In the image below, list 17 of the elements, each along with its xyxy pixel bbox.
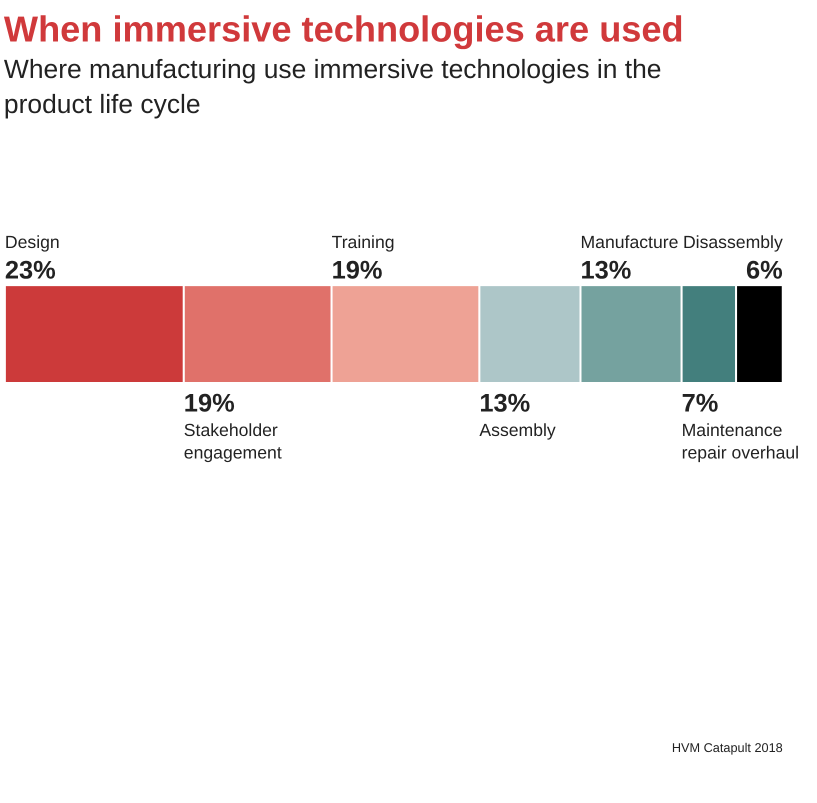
series-label: Manufacture xyxy=(580,232,679,252)
series-label: Training xyxy=(332,232,395,252)
data-label: 13% xyxy=(479,389,530,418)
text: Stakeholder engagement xyxy=(184,420,282,462)
data-label: 7% xyxy=(682,389,718,418)
text: Assembly xyxy=(479,420,556,440)
text: HVM Catapult 2018 xyxy=(672,740,783,755)
data-label: 19% xyxy=(184,389,235,418)
chart-title: When immersive technologies are used xyxy=(4,8,684,50)
series-label: Disassembly xyxy=(682,232,783,252)
data-label: 19% xyxy=(332,256,382,284)
data-label: 13% xyxy=(580,256,632,284)
series-label: Design xyxy=(4,232,60,252)
data-label: 6% xyxy=(746,256,783,284)
chart-subtitle: Where manufacturing use immersive technologies in the product life cycle xyxy=(4,54,662,119)
text: Maintenance repair overhaul xyxy=(682,420,800,462)
data-label: 23% xyxy=(4,256,56,284)
